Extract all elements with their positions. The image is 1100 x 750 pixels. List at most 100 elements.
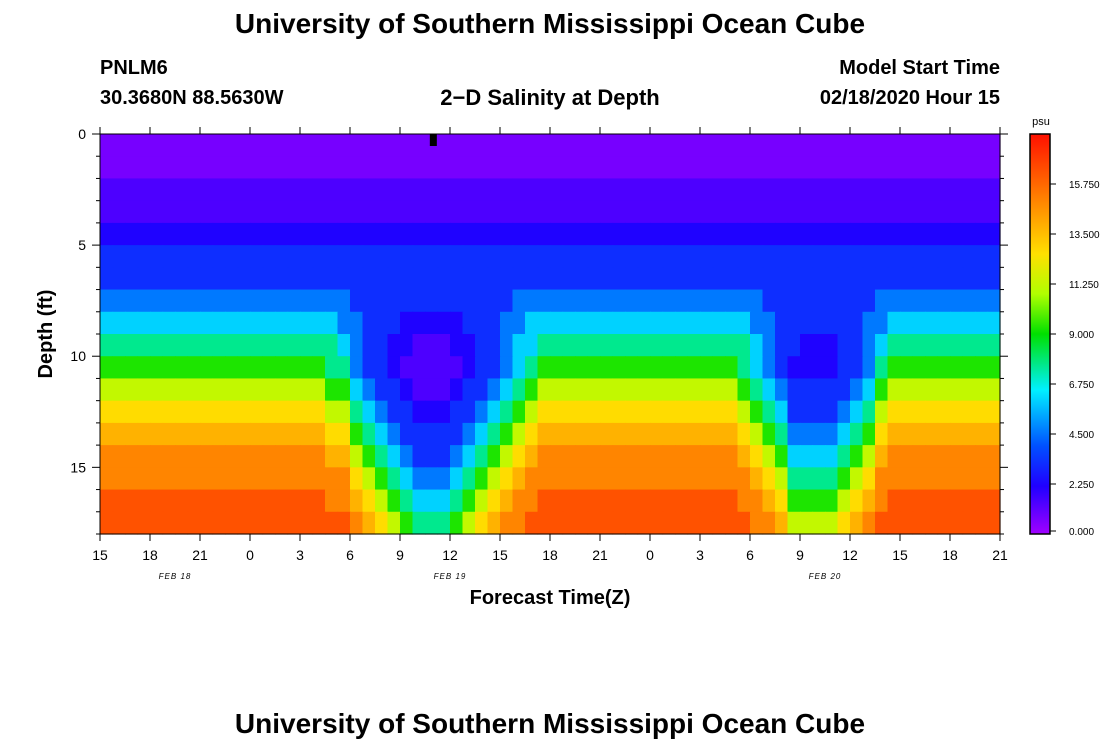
heatmap-cell [950,422,964,446]
heatmap-cell [412,334,426,357]
heatmap-cell [237,334,251,357]
heatmap-cell [287,378,301,402]
heatmap-cell [462,467,476,491]
heatmap-cell [237,311,251,335]
heatmap-cell [300,511,314,535]
heatmap-cell [950,156,964,180]
heatmap-cell [487,222,501,246]
heatmap-cell [787,134,801,157]
heatmap-cell [275,245,289,268]
heatmap-cell [387,134,401,157]
heatmap-cell [162,445,176,468]
heatmap-cell [112,356,126,380]
heatmap-cell [575,356,589,380]
heatmap-cell [525,467,539,491]
heatmap-cell [437,222,451,246]
heatmap-cell [600,334,614,357]
heatmap-cell [137,289,151,313]
heatmap-cell [737,378,751,402]
heatmap-cell [437,289,451,313]
heatmap-cell [262,400,276,424]
heatmap-cell [162,378,176,402]
heatmap-cell [875,445,889,468]
heatmap-cell [612,378,626,402]
heatmap-cell [987,422,1001,446]
heatmap-cell [550,378,564,402]
heatmap-cell [662,356,676,380]
heatmap-cell [450,267,464,291]
heatmap-cell [775,200,789,224]
heatmap-cell [650,245,664,268]
heatmap-cell [612,289,626,313]
heatmap-cell [887,311,901,335]
heatmap-cell [612,267,626,291]
x-tick-label: 3 [696,547,704,563]
heatmap-cell [687,134,701,157]
heatmap-cell [575,156,589,180]
heatmap-cell [662,245,676,268]
heatmap-cell [412,489,426,513]
heatmap-cell [475,467,489,491]
heatmap-cell [437,400,451,424]
heatmap-cell [462,489,476,513]
heatmap-cell [112,489,126,513]
heatmap-cell [137,356,151,380]
heatmap-cell [362,156,376,180]
heatmap-cell [562,267,576,291]
heatmap-cell [250,134,264,157]
heatmap-cell [437,156,451,180]
heatmap-cell [687,445,701,468]
heatmap-cell [775,422,789,446]
heatmap-cell [975,200,989,224]
heatmap-cell [150,267,164,291]
heatmap-cell [687,311,701,335]
heatmap-cell [750,445,764,468]
heatmap-cell [837,178,851,202]
heatmap-cell [112,267,126,291]
heatmap-cell [337,422,351,446]
heatmap-cell [175,356,189,380]
heatmap-cell [437,422,451,446]
heatmap-cell [450,134,464,157]
heatmap-cell [100,311,114,335]
heatmap-cell [787,445,801,468]
heatmap-cell [312,311,326,335]
heatmap-cell [975,467,989,491]
heatmap-cell [350,378,364,402]
heatmap-cell [412,356,426,380]
heatmap-cell [387,400,401,424]
heatmap-cell [500,489,514,513]
heatmap-cell [687,356,701,380]
heatmap-cell [262,311,276,335]
heatmap-cell [637,267,651,291]
heatmap-cell [125,422,139,446]
heatmap-cell [250,311,264,335]
heatmap-cell [800,378,814,402]
heatmap-cell [275,156,289,180]
heatmap-cell [450,311,464,335]
heatmap-cell [112,334,126,357]
heatmap-cell [412,289,426,313]
heatmap-cell [500,178,514,202]
heatmap-cell [775,289,789,313]
colorbar-unit: psu [1032,116,1050,128]
heatmap-cell [250,467,264,491]
heatmap-cell [400,245,414,268]
heatmap-cell [112,400,126,424]
heatmap-cell [887,511,901,535]
x-tick-label: 12 [442,547,458,563]
heatmap-cell [762,200,776,224]
heatmap-cell [637,222,651,246]
heatmap-cell [850,134,864,157]
heatmap-cell [312,400,326,424]
heatmap-cell [875,267,889,291]
heatmap-cell [950,467,964,491]
heatmap-cell [475,134,489,157]
heatmap-cell [175,289,189,313]
heatmap-cell [137,445,151,468]
heatmap-cell [900,378,914,402]
heatmap-cell [200,311,214,335]
heatmap-cell [750,334,764,357]
heatmap-cell [925,400,939,424]
heatmap-cell [775,222,789,246]
